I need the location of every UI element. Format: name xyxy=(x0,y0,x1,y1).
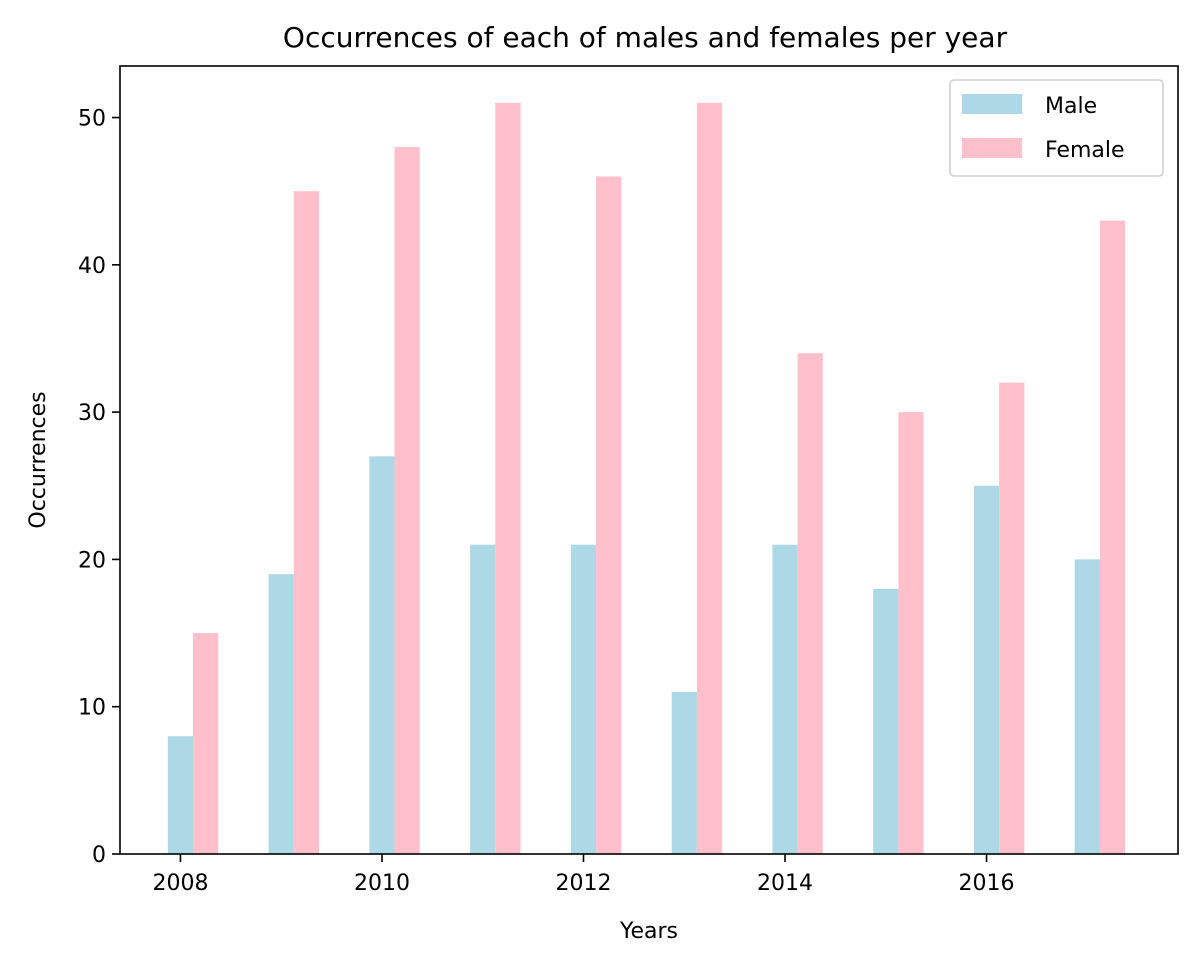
bar-female-2010 xyxy=(394,147,420,854)
bar-male-2012 xyxy=(570,544,597,854)
bar-female-2011 xyxy=(495,102,521,854)
bar-male-2017 xyxy=(1074,559,1100,854)
y-tick-label: 50 xyxy=(78,107,106,132)
bar-female-2015 xyxy=(898,412,924,854)
bar-male-2013 xyxy=(671,691,697,854)
y-tick-label: 30 xyxy=(78,401,106,426)
bar-male-2014 xyxy=(772,544,798,854)
x-tick-label: 2008 xyxy=(152,871,208,896)
bar-female-2017 xyxy=(1099,220,1126,854)
bar-female-2008 xyxy=(193,633,219,854)
x-tick-label: 2012 xyxy=(556,871,612,896)
legend-swatch-female xyxy=(962,138,1022,158)
x-tick-label: 2014 xyxy=(757,871,813,896)
bar-male-2008 xyxy=(167,736,194,854)
x-tick-label: 2010 xyxy=(354,871,410,896)
y-tick-label: 40 xyxy=(78,254,106,279)
bar-female-2012 xyxy=(596,176,622,855)
x-tick-label: 2016 xyxy=(959,871,1015,896)
bar-male-2011 xyxy=(470,544,496,854)
bars-group xyxy=(167,102,1126,855)
bar-female-2014 xyxy=(797,353,823,854)
legend-label-male: Male xyxy=(1045,94,1097,119)
x-axis-title: Years xyxy=(619,919,678,944)
y-axis-ticks: 0 10 20 30 40 50 xyxy=(78,107,120,868)
plot-frame xyxy=(119,65,1179,855)
bar-male-2015 xyxy=(873,588,899,854)
bar-male-2010 xyxy=(369,456,395,854)
bar-male-2016 xyxy=(973,485,1000,854)
y-tick-label: 0 xyxy=(92,843,106,868)
y-tick-label: 20 xyxy=(78,548,106,573)
y-axis-title: Occurrences xyxy=(26,391,51,528)
bar-male-2009 xyxy=(268,574,294,854)
chart-title: Occurrences of each of males and females… xyxy=(283,21,1008,54)
bar-female-2013 xyxy=(696,102,723,854)
legend: Male Female xyxy=(949,79,1164,177)
legend-swatch-male xyxy=(962,94,1022,114)
bar-female-2009 xyxy=(293,191,319,854)
x-axis-ticks: 2008 2010 2012 2014 2016 xyxy=(152,854,1015,896)
bar-female-2016 xyxy=(999,382,1025,854)
legend-label-female: Female xyxy=(1045,138,1125,163)
y-tick-label: 10 xyxy=(78,696,106,721)
